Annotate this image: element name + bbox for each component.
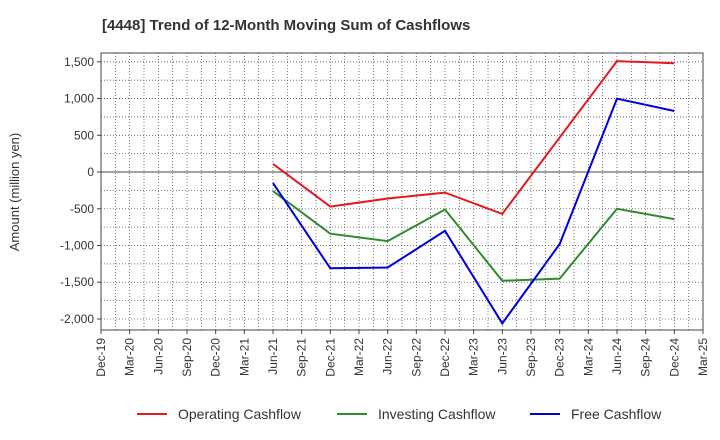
x-tick-label: Mar-23 <box>467 338 481 376</box>
legend-label-operating-cashflow: Operating Cashflow <box>178 406 302 422</box>
x-tick-label: Jun-20 <box>151 338 165 375</box>
x-tick-label: Mar-22 <box>352 338 366 376</box>
series-lines <box>272 60 675 326</box>
y-tick-label: -1,000 <box>60 239 94 253</box>
y-tick-label: -2,000 <box>60 312 94 326</box>
y-tick-label: 1,500 <box>64 55 94 69</box>
grid <box>100 53 704 330</box>
x-tick-label: Jun-23 <box>495 338 509 375</box>
x-tick-label: Dec-23 <box>553 338 567 377</box>
x-tick-label: Sep-21 <box>295 338 309 377</box>
x-tick-label: Dec-24 <box>667 338 681 377</box>
y-tick-label: -500 <box>70 202 94 216</box>
series-line-investing-cashflow <box>272 190 675 282</box>
x-tick-label: Dec-21 <box>323 338 337 377</box>
x-tick-label: Jun-22 <box>381 338 395 375</box>
x-tick-label: Mar-21 <box>237 338 251 376</box>
x-tick-label: Dec-22 <box>438 338 452 377</box>
series-line-operating-cashflow <box>272 60 675 216</box>
x-tick-label: Dec-20 <box>209 338 223 377</box>
x-tick-label: Dec-19 <box>94 338 108 377</box>
x-tick-label: Jun-24 <box>610 338 624 375</box>
x-tick-label: Sep-23 <box>524 338 538 377</box>
y-tick-label: -1,500 <box>60 275 94 289</box>
x-tick-label: Mar-24 <box>581 338 595 376</box>
chart-title: [4448] Trend of 12-Month Moving Sum of C… <box>102 17 470 34</box>
x-axis: Dec-19 Mar-20 Jun-20 Sep-20 Dec-20 Mar-21 Jun-… <box>94 330 710 377</box>
y-tick-label: 1,000 <box>64 92 94 106</box>
x-tick-label: Jun-21 <box>266 338 280 375</box>
legend-label-free-cashflow: Free Cashflow <box>571 406 662 422</box>
y-axis: 1,500 1,000 500 0 -500 -1,000 -1,500 -2,000 <box>60 55 101 326</box>
x-tick-label: Sep-22 <box>409 338 423 377</box>
y-axis-label: Amount (million yen) <box>7 133 22 252</box>
legend-label-investing-cashflow: Investing Cashflow <box>378 406 496 422</box>
x-tick-label: Mar-25 <box>696 338 710 376</box>
y-tick-label: 0 <box>87 165 94 179</box>
x-tick-label: Mar-20 <box>123 338 137 376</box>
series-line-free-cashflow <box>272 97 675 326</box>
plot-area <box>100 52 704 331</box>
x-tick-label: Sep-24 <box>639 338 653 377</box>
legend: Operating Cashflow Investing Cashflow Free… <box>137 406 662 422</box>
y-tick-label: 500 <box>74 128 94 142</box>
x-tick-label: Sep-20 <box>180 338 194 377</box>
